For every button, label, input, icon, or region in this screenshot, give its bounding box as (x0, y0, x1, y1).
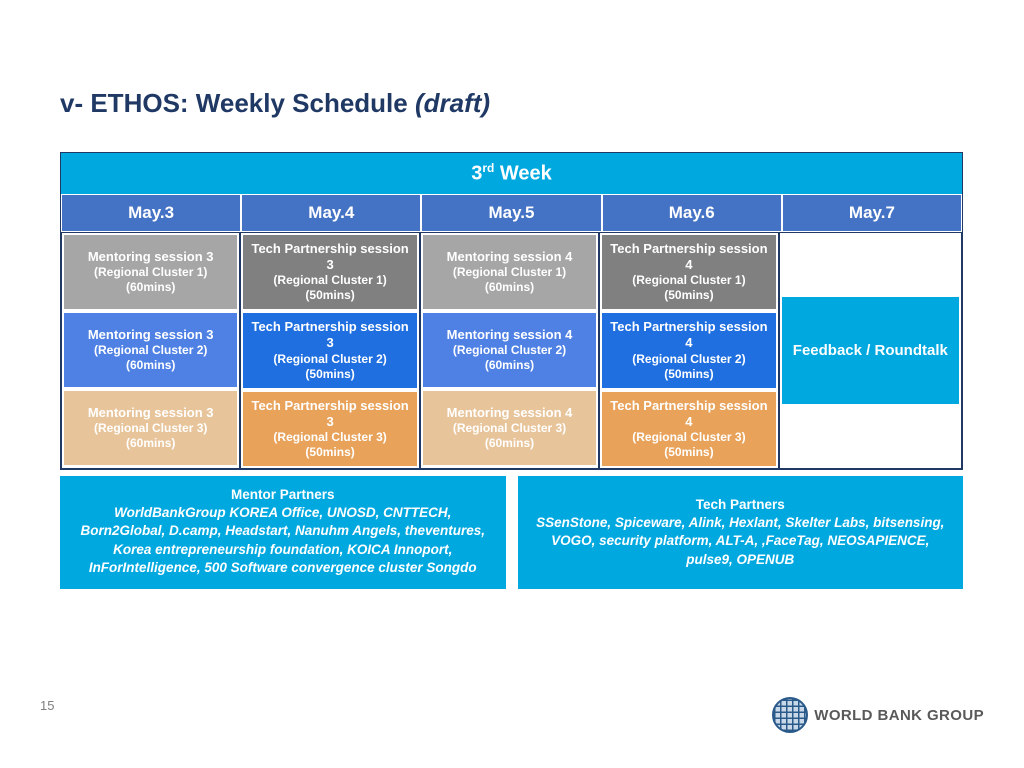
schedule-cell: Tech Partnership session 3(Regional Clus… (243, 392, 416, 467)
day-column: Tech Partnership session 4(Regional Clus… (599, 232, 778, 470)
week-post: Week (494, 163, 551, 185)
world-bank-logo: WORLD BANK GROUP (772, 697, 984, 733)
day-header: May.4 (241, 194, 421, 232)
schedule-cell: Mentoring session 4(Regional Cluster 2)(… (423, 313, 596, 387)
tech-body: SSenStone, Spiceware, Alink, Hexlant, Sk… (536, 515, 944, 566)
day-column: Tech Partnership session 3(Regional Clus… (240, 232, 419, 470)
globe-icon (772, 697, 808, 733)
schedule-body: Mentoring session 3(Regional Cluster 1)(… (61, 232, 962, 470)
schedule-cell: Mentoring session 4(Regional Cluster 1)(… (423, 235, 596, 309)
slide-title: v- ETHOS: Weekly Schedule (draft) (60, 88, 490, 119)
title-italic: (draft) (415, 88, 490, 118)
day-column: Mentoring session 3(Regional Cluster 1)(… (61, 232, 240, 470)
day-column: Mentoring session 4(Regional Cluster 1)(… (420, 232, 599, 470)
schedule-table: 3rd Week May.3 May.4 May.5 May.6 May.7 M… (60, 152, 963, 470)
title-main: v- ETHOS: Weekly Schedule (60, 88, 415, 118)
schedule-cell: Tech Partnership session 3(Regional Clus… (243, 235, 416, 310)
day-header: May.3 (61, 194, 241, 232)
schedule-cell: Tech Partnership session 4(Regional Clus… (602, 313, 775, 388)
schedule-cell: Mentoring session 4(Regional Cluster 3)(… (423, 391, 596, 465)
mentor-body: WorldBankGroup KOREA Office, UNOSD, CNTT… (80, 505, 485, 575)
schedule-cell: Tech Partnership session 4(Regional Clus… (602, 392, 775, 467)
schedule-cell: Mentoring session 3(Regional Cluster 2)(… (64, 313, 237, 387)
logo-text: WORLD BANK GROUP (814, 707, 984, 724)
schedule-cell: Mentoring session 3(Regional Cluster 1)(… (64, 235, 237, 309)
feedback-cell: Feedback / Roundtalk (782, 297, 959, 404)
page-number: 15 (40, 698, 54, 713)
day-column-feedback: Feedback / Roundtalk (779, 232, 962, 470)
mentor-partners-box: Mentor Partners WorldBankGroup KOREA Off… (60, 476, 506, 589)
mentor-title: Mentor Partners (72, 486, 494, 504)
partners-row: Mentor Partners WorldBankGroup KOREA Off… (60, 476, 963, 589)
day-header: May.6 (602, 194, 782, 232)
schedule-cell: Tech Partnership session 4(Regional Clus… (602, 235, 775, 310)
day-header: May.7 (782, 194, 962, 232)
tech-title: Tech Partners (530, 496, 952, 514)
week-ord: rd (482, 161, 494, 175)
week-banner: 3rd Week (61, 153, 962, 194)
day-header-row: May.3 May.4 May.5 May.6 May.7 (61, 194, 962, 232)
schedule-cell: Tech Partnership session 3(Regional Clus… (243, 313, 416, 388)
tech-partners-box: Tech Partners SSenStone, Spiceware, Alin… (518, 476, 964, 589)
day-header: May.5 (421, 194, 601, 232)
week-num: 3 (471, 163, 482, 185)
schedule-cell: Mentoring session 3(Regional Cluster 3)(… (64, 391, 237, 465)
